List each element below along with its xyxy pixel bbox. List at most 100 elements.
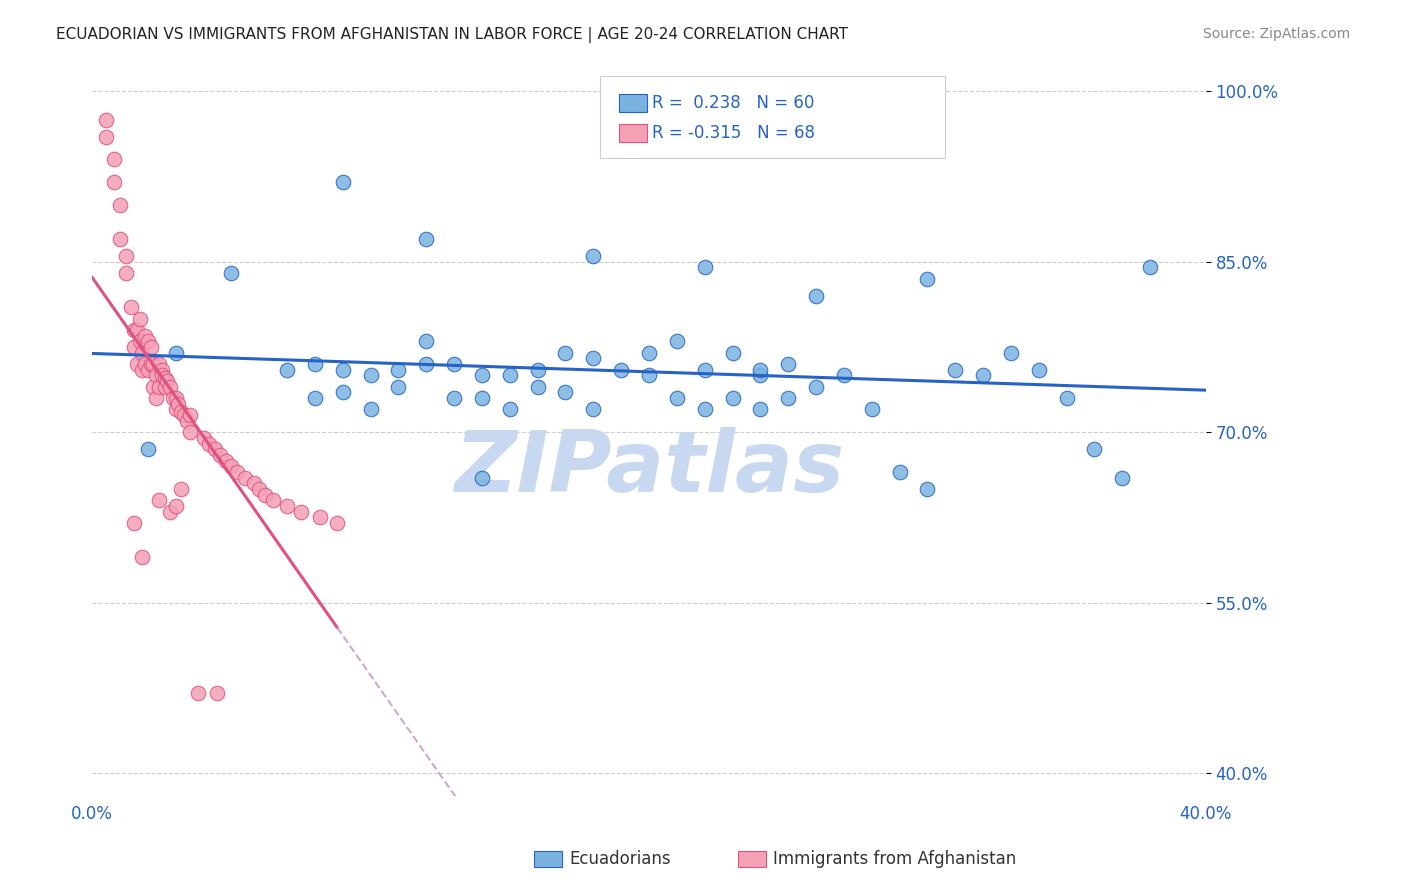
Point — [889, 465, 911, 479]
Point — [150, 362, 173, 376]
Point — [749, 402, 772, 417]
Point — [131, 345, 153, 359]
Point — [360, 368, 382, 383]
Point — [150, 368, 173, 383]
Point — [165, 391, 187, 405]
Point — [136, 442, 159, 457]
Point — [253, 488, 276, 502]
Text: R =  0.238   N = 60: R = 0.238 N = 60 — [652, 94, 814, 112]
Point — [125, 323, 148, 337]
Point — [209, 448, 232, 462]
Point — [360, 402, 382, 417]
Point — [721, 345, 744, 359]
Point — [638, 345, 661, 359]
Point — [139, 340, 162, 354]
Point — [131, 550, 153, 565]
Point — [749, 362, 772, 376]
Point — [1000, 345, 1022, 359]
Point — [832, 368, 855, 383]
Point — [148, 380, 170, 394]
Point — [304, 391, 326, 405]
Point — [94, 129, 117, 144]
Point — [247, 482, 270, 496]
Point — [1083, 442, 1105, 457]
Point — [917, 482, 939, 496]
Point — [415, 357, 437, 371]
Point — [387, 380, 409, 394]
Point — [471, 368, 494, 383]
Point — [749, 368, 772, 383]
Point — [309, 510, 332, 524]
Point — [159, 505, 181, 519]
Point — [122, 516, 145, 530]
Point — [693, 362, 716, 376]
Point — [443, 391, 465, 405]
Point — [332, 175, 354, 189]
Point — [148, 493, 170, 508]
Point — [499, 368, 522, 383]
Point — [215, 453, 238, 467]
Point — [162, 391, 184, 405]
Point — [108, 198, 131, 212]
Point — [415, 334, 437, 349]
Point — [142, 357, 165, 371]
Point — [443, 357, 465, 371]
Point — [103, 175, 125, 189]
Point — [471, 470, 494, 484]
Point — [233, 470, 256, 484]
Point — [332, 362, 354, 376]
Point — [917, 271, 939, 285]
Point — [526, 362, 548, 376]
Point — [176, 414, 198, 428]
Point — [103, 153, 125, 167]
Point — [165, 345, 187, 359]
Point — [136, 362, 159, 376]
Point — [972, 368, 994, 383]
Point — [131, 362, 153, 376]
Point — [276, 499, 298, 513]
Point — [139, 357, 162, 371]
Point — [170, 482, 193, 496]
Point — [145, 391, 167, 405]
Point — [1056, 391, 1078, 405]
Point — [471, 391, 494, 405]
Point — [554, 385, 576, 400]
Point — [721, 391, 744, 405]
Point — [610, 362, 633, 376]
Point — [193, 431, 215, 445]
Point — [693, 402, 716, 417]
Point — [242, 476, 264, 491]
Point — [499, 402, 522, 417]
Point — [148, 357, 170, 371]
Text: ECUADORIAN VS IMMIGRANTS FROM AFGHANISTAN IN LABOR FORCE | AGE 20-24 CORRELATION: ECUADORIAN VS IMMIGRANTS FROM AFGHANISTA… — [56, 27, 848, 43]
Point — [638, 368, 661, 383]
Point — [554, 345, 576, 359]
Text: Ecuadorians: Ecuadorians — [569, 850, 671, 868]
Point — [159, 380, 181, 394]
Point — [204, 442, 226, 457]
Point — [153, 370, 176, 384]
Point — [1028, 362, 1050, 376]
Point — [207, 686, 229, 700]
Point — [128, 334, 150, 349]
Point — [582, 402, 605, 417]
Point — [122, 340, 145, 354]
Point — [120, 300, 142, 314]
Point — [153, 380, 176, 394]
Point — [114, 266, 136, 280]
Point — [778, 357, 800, 371]
Point — [332, 385, 354, 400]
Point — [262, 493, 284, 508]
Point — [290, 505, 312, 519]
Point — [142, 380, 165, 394]
Point — [134, 357, 156, 371]
Point — [165, 402, 187, 417]
Point — [582, 249, 605, 263]
Point — [145, 368, 167, 383]
Point — [387, 362, 409, 376]
Point — [114, 249, 136, 263]
Point — [326, 516, 349, 530]
Text: R = -0.315   N = 68: R = -0.315 N = 68 — [652, 124, 815, 142]
Point — [804, 289, 827, 303]
Point — [187, 686, 209, 700]
